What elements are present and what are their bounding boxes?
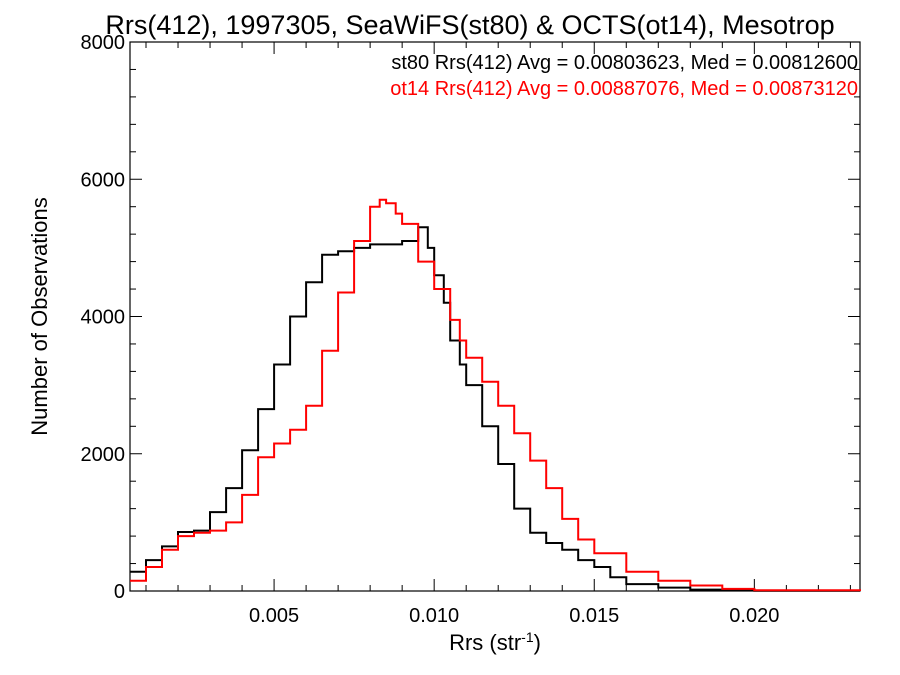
legend-entry-st80: st80 Rrs(412) Avg = 0.00803623, Med = 0.… [391,52,858,74]
x-tick-label: 0.020 [729,605,779,627]
x-axis-title-main: Rrs (str [449,630,521,655]
y-tick-label: 4000 [81,307,126,329]
plot-frame [129,41,861,592]
x-tick-label: 0.010 [409,605,459,627]
x-axis-title: Rrs (str-1) [449,629,541,655]
y-tick-label: 0 [114,581,125,603]
y-tick-label: 6000 [81,169,126,191]
legend: st80 Rrs(412) Avg = 0.00803623, Med = 0.… [390,52,858,100]
y-tick-label: 8000 [81,32,126,54]
x-tick-label: 0.005 [249,605,299,627]
x-axis: 0.005 0.010 0.015 0.020 [145,42,851,627]
series-layer [130,198,861,592]
series-line-st80 [130,226,861,592]
series-line-ot14 [130,198,861,592]
x-tick-label: 0.015 [569,605,619,627]
y-axis: 0 2000 4000 6000 8000 [81,32,860,603]
y-tick-label: 2000 [81,444,126,466]
legend-entry-ot14: ot14 Rrs(412) Avg = 0.00887076, Med = 0.… [390,78,858,100]
x-axis-title-close: ) [534,630,541,655]
y-axis-title: Number of Observations [27,197,52,435]
chart-title: Rrs(412), 1997305, SeaWiFS(st80) & OCTS(… [105,10,834,40]
x-axis-title-superscript: -1 [521,629,534,645]
